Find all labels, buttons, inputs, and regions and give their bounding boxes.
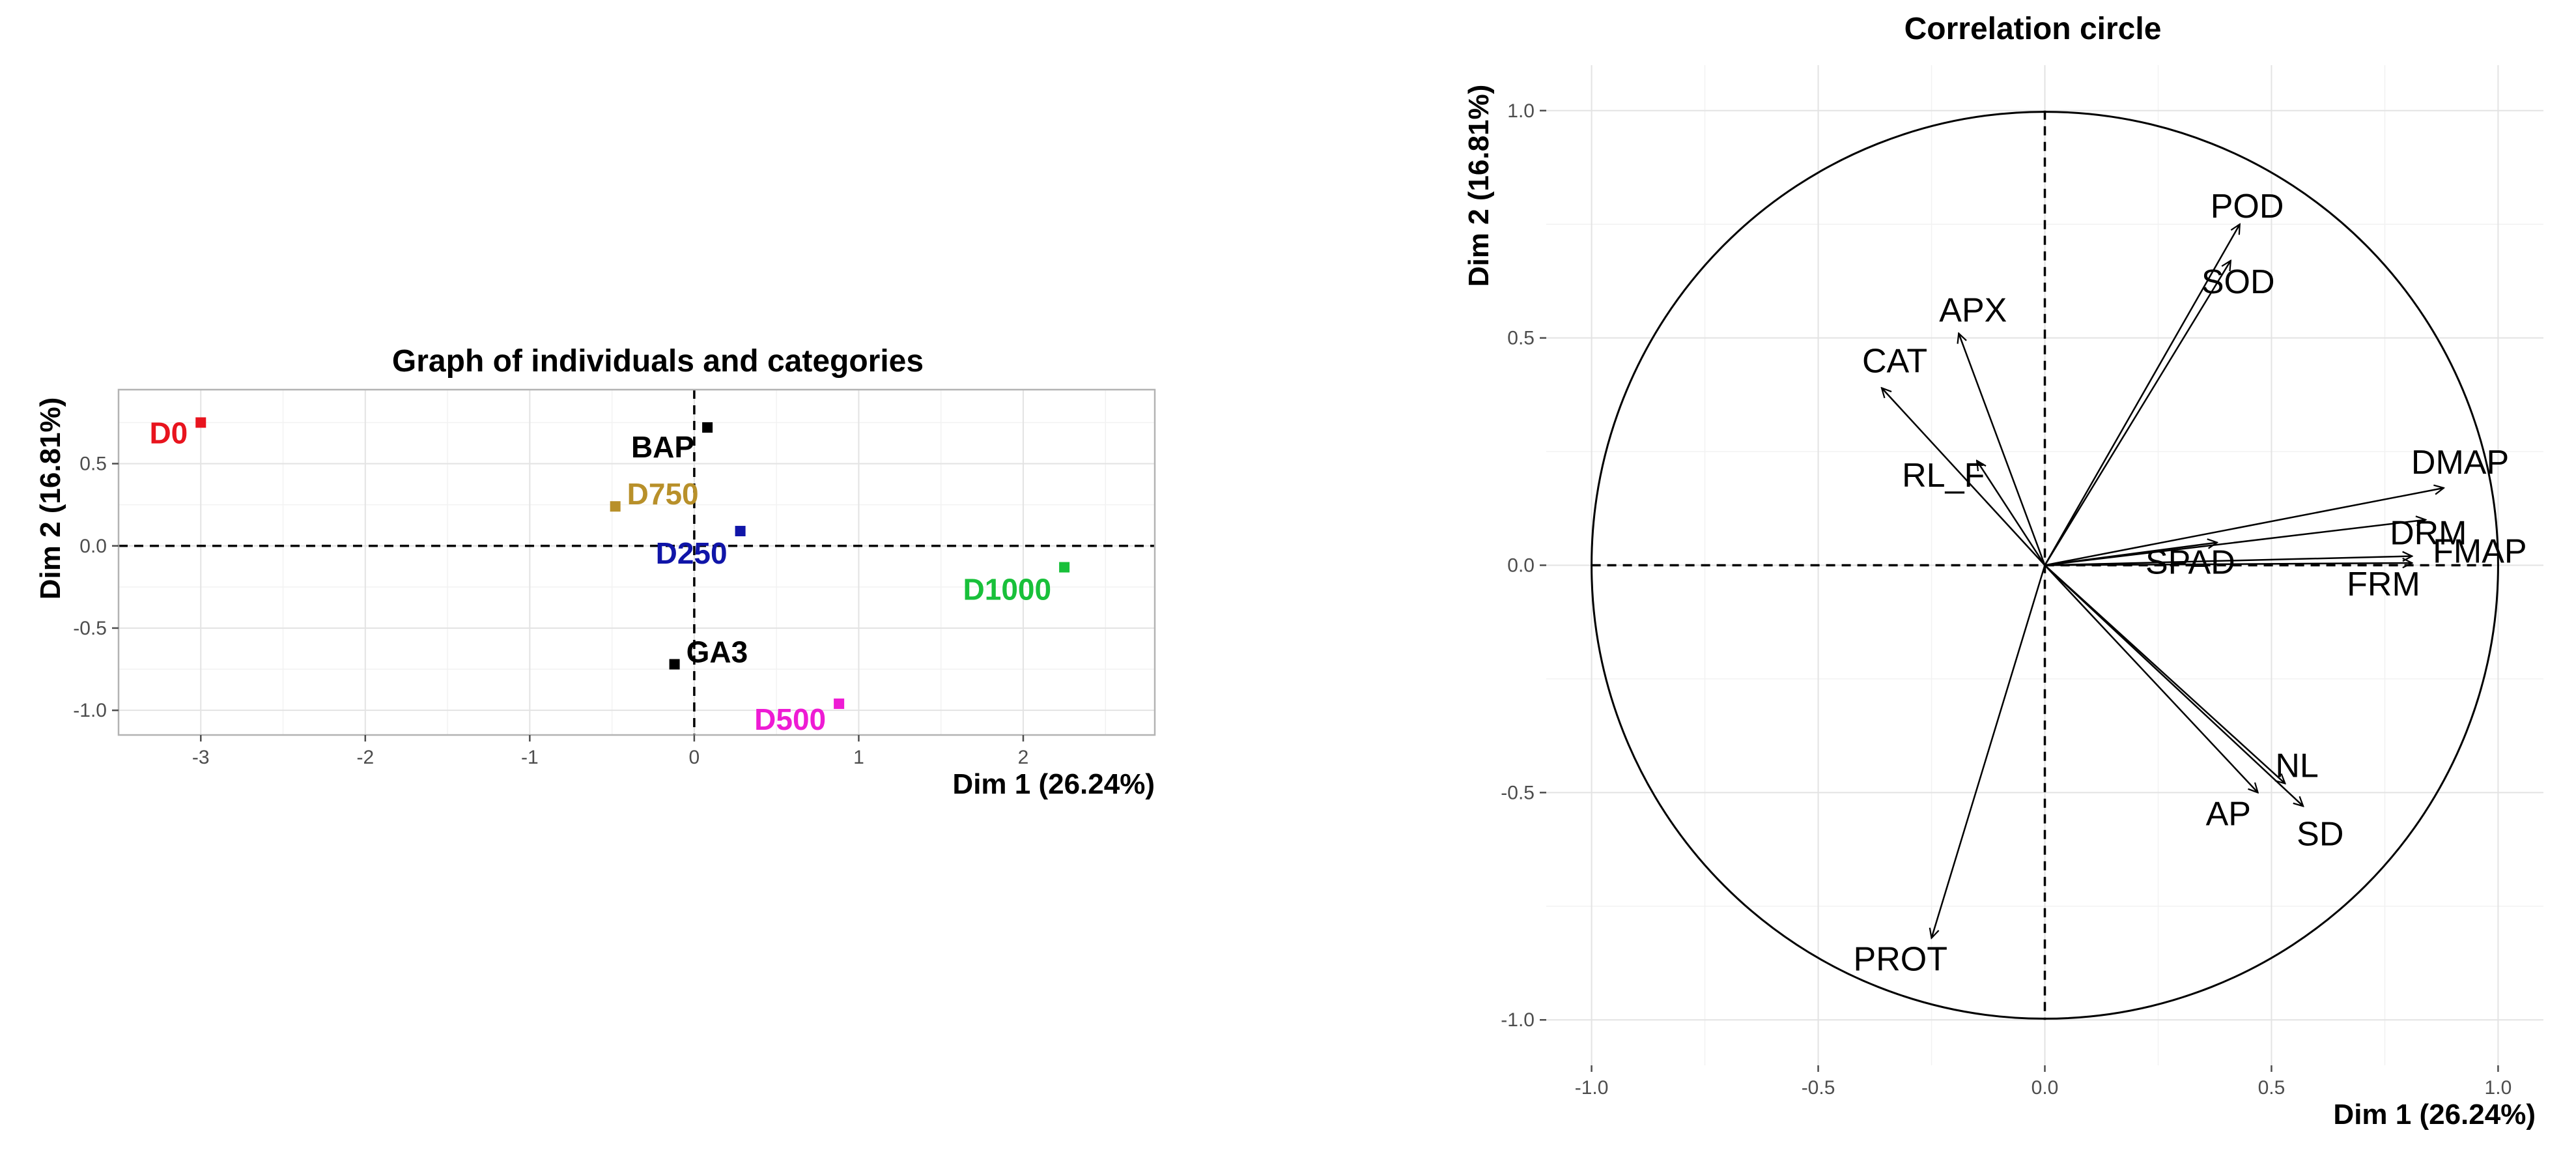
y-tick-label: -0.5 xyxy=(73,618,107,639)
x-tick-label: -1.0 xyxy=(1575,1077,1609,1099)
individuals-y-axis-title: Dim 2 (16.81%) xyxy=(35,397,66,600)
var-label-sod: SOD xyxy=(2201,263,2275,301)
arrow-cat xyxy=(1882,388,2046,566)
correlation-y-axis-title: Dim 2 (16.81%) xyxy=(1463,85,1495,287)
y-tick-label: -0.5 xyxy=(1501,782,1535,803)
arrow-sd xyxy=(2044,564,2304,807)
correlation-y-ticks: -1.0 -0.5 0.0 0.5 1.0 xyxy=(1501,100,1546,1031)
arrow-ap xyxy=(2044,564,2258,793)
arrow-apx xyxy=(1959,334,2046,566)
individuals-x-ticks: -3 -2 -1 0 1 2 xyxy=(192,735,1028,768)
var-label-prot: PROT xyxy=(1854,941,1947,979)
var-label-sd: SD xyxy=(2297,815,2343,853)
arrow-fmap xyxy=(2045,556,2413,566)
arrow-dmap xyxy=(2045,488,2444,566)
x-tick-label: -2 xyxy=(356,747,374,768)
point-ga3 xyxy=(669,659,680,670)
y-tick-label: 0.0 xyxy=(79,536,107,557)
var-label-fmap: FMAP xyxy=(2433,533,2526,571)
x-tick-label: 0 xyxy=(689,747,700,768)
x-tick-label: 0.5 xyxy=(2258,1077,2286,1099)
var-label-pod: POD xyxy=(2211,188,2284,225)
arrow-frm xyxy=(2045,563,2413,565)
arrow-rl-f xyxy=(1977,461,2046,566)
var-label-drm: DRM xyxy=(2390,515,2467,553)
arrow-pod xyxy=(2044,224,2240,566)
point-d750 xyxy=(610,501,621,512)
var-label-cat: CAT xyxy=(1862,342,1927,380)
x-tick-label: -3 xyxy=(192,747,210,768)
individuals-x-axis-title: Dim 1 (26.24%) xyxy=(952,768,1155,800)
var-label-ap: AP xyxy=(2206,795,2251,833)
correlation-circle-chart: Correlation circle -1.0 -0.5 0.0 0.5 1.0 -1.… xyxy=(1463,12,2543,1130)
point-d250 xyxy=(735,526,746,537)
correlation-x-ticks: -1.0 -0.5 0.0 0.5 1.0 xyxy=(1575,1065,2512,1099)
y-tick-label: 0.5 xyxy=(79,454,107,475)
y-tick-label: 0.5 xyxy=(1507,328,1535,349)
y-tick-label: 1.0 xyxy=(1507,100,1535,122)
x-tick-label: -1 xyxy=(521,747,539,768)
individuals-zero-lines xyxy=(119,390,1155,735)
individuals-chart-title: Graph of individuals and categories xyxy=(392,344,924,379)
x-tick-label: 2 xyxy=(1018,747,1029,768)
var-label-apx: APX xyxy=(1939,292,2007,330)
point-bap xyxy=(702,422,713,433)
arrow-prot xyxy=(1932,565,2046,938)
individuals-y-ticks: -1.0 -0.5 0.0 0.5 xyxy=(73,454,119,721)
point-label-ga3: GA3 xyxy=(686,635,748,669)
point-d500 xyxy=(834,698,845,710)
var-label-nl: NL xyxy=(2275,747,2318,785)
y-tick-label: 0.0 xyxy=(1507,555,1535,577)
point-label-d1000: D1000 xyxy=(963,573,1052,607)
x-tick-label: 1.0 xyxy=(2485,1077,2512,1099)
var-label-dmap: DMAP xyxy=(2411,444,2509,482)
point-label-d250: D250 xyxy=(656,536,728,570)
x-tick-label: 1 xyxy=(853,747,864,768)
point-d1000 xyxy=(1059,562,1070,573)
correlation-circle-title: Correlation circle xyxy=(1904,12,2162,46)
point-label-d750: D750 xyxy=(627,477,699,511)
point-label-bap: BAP xyxy=(631,430,694,464)
x-tick-label: 0.0 xyxy=(2031,1077,2059,1099)
point-label-d0: D0 xyxy=(149,416,188,450)
arrow-sod xyxy=(2044,261,2231,566)
y-tick-label: -1.0 xyxy=(73,700,107,721)
var-label-rl-f: RL_F xyxy=(1902,457,1985,495)
point-label-d500: D500 xyxy=(754,702,826,736)
correlation-x-axis-title: Dim 1 (26.24%) xyxy=(2333,1099,2536,1130)
var-label-spad: SPAD xyxy=(2145,544,2235,582)
arrow-spad xyxy=(2045,543,2217,566)
y-tick-label: -1.0 xyxy=(1501,1009,1535,1031)
var-label-frm: FRM xyxy=(2347,566,2420,603)
individuals-chart: Graph of individuals and categories -3 -2… xyxy=(35,344,1156,800)
point-d0 xyxy=(195,417,206,428)
x-tick-label: -0.5 xyxy=(1802,1077,1835,1099)
unit-circle xyxy=(1591,111,2499,1020)
individuals-panel-border xyxy=(117,388,1156,736)
